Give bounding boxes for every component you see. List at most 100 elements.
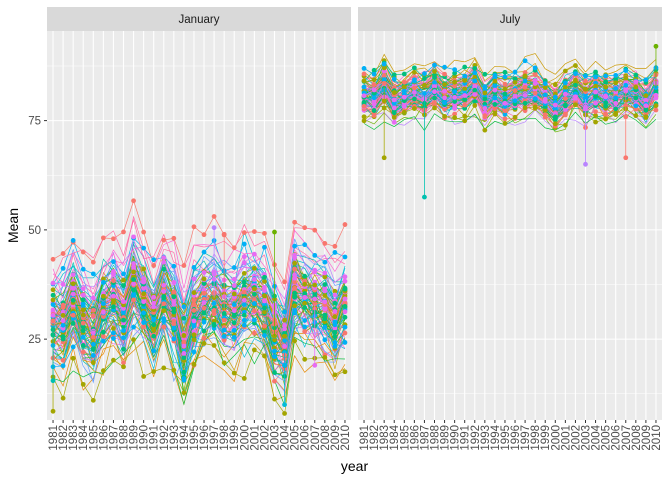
data-point [401,79,407,85]
data-point [593,109,598,115]
data-point [60,395,66,401]
data-point [100,329,106,335]
data-point [442,100,447,106]
x-tick-label: 1984 [78,424,90,450]
x-tick-label: 2005 [601,425,613,451]
data-point [231,245,237,251]
points-group [50,198,348,416]
data-point [131,324,136,330]
data-point [371,101,377,107]
data-point [462,93,468,98]
data-point [623,82,629,88]
data-point [562,84,568,90]
data-point [191,318,197,324]
series-line [52,215,346,311]
data-point [231,313,237,318]
data-point [201,276,207,282]
data-point [201,310,207,316]
data-point [161,282,167,288]
data-point [201,270,207,275]
data-point [302,329,308,334]
data-point [221,327,227,333]
data-point [312,252,318,258]
data-point [60,281,66,287]
data-point [512,98,518,104]
data-point [633,72,639,78]
data-point [111,272,116,277]
data-point [472,103,478,108]
data-point [151,294,157,300]
data-point [472,99,478,104]
data-point [90,259,96,265]
data-point [452,103,458,108]
data-point [231,276,237,282]
data-point [322,282,328,287]
outlier-point [583,161,588,167]
data-point [70,286,76,291]
data-point [161,301,167,307]
facet-strip [358,7,662,31]
data-point [201,305,207,311]
data-point [432,100,437,106]
data-point [151,348,157,354]
data-point [583,86,588,92]
x-tick-label: 2006 [611,425,623,451]
data-point [191,276,197,282]
x-tick-label: 2002 [570,425,582,451]
data-point [411,78,417,84]
data-point [191,323,197,329]
outlier-point [422,194,427,200]
data-point [401,98,407,104]
x-tick-label: 1992 [159,425,171,451]
data-point [262,293,267,299]
data-point [342,278,348,284]
data-point [532,104,538,110]
data-point [80,303,86,309]
data-point [532,90,538,96]
data-point [562,91,568,97]
data-point [312,282,318,288]
data-point [121,229,126,235]
x-tick-label: 2008 [631,425,643,451]
data-point [371,95,377,101]
data-point [502,116,508,122]
data-point [613,72,619,78]
series-line [52,329,346,406]
data-point [80,297,86,303]
data-point [131,293,136,299]
data-point [532,81,538,86]
data-point [181,355,187,361]
x-tick-label: 1989 [129,425,141,451]
data-point [211,343,217,348]
data-point [391,90,397,95]
data-point [593,74,598,80]
data-point [292,338,298,344]
data-point [371,71,377,77]
data-point [643,114,649,120]
data-point [552,121,558,127]
data-point [111,330,116,336]
data-point [241,254,247,260]
data-point [181,343,187,349]
data-point [282,317,287,323]
data-point [80,328,86,334]
data-point [512,88,518,93]
data-point [231,320,237,326]
data-point [643,77,649,83]
data-point [161,324,167,330]
data-point [562,103,568,109]
data-point [552,94,558,100]
x-tick-label: 1987 [419,425,431,451]
data-point [633,95,639,101]
data-point [80,286,86,292]
data-point [482,84,488,90]
data-point [542,81,548,87]
data-point [60,265,66,271]
data-point [462,73,468,79]
data-point [191,337,197,343]
x-tick-label: 1983 [379,425,391,451]
data-point [171,325,177,331]
data-point [342,254,348,260]
x-tick-label: 2004 [280,424,292,450]
